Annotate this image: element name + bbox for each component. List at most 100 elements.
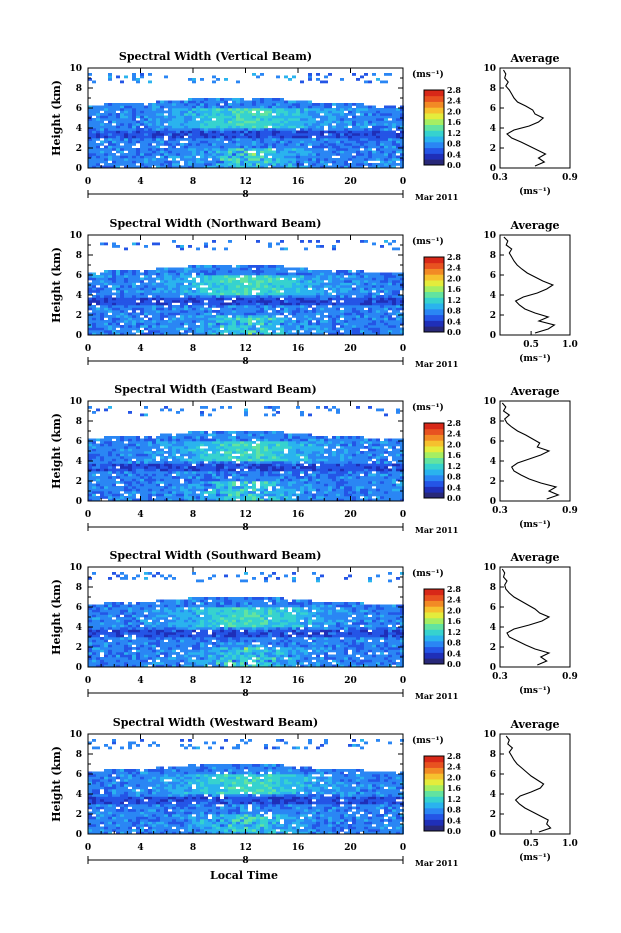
colorbar-segment [424,107,444,113]
avg-x-tick-label: 0.9 [562,506,578,516]
colorbar-segment [424,297,444,303]
colorbar-segment [424,326,444,332]
x-tick-label: 8 [190,510,196,520]
x-tick-label: 4 [137,344,143,354]
x-tick-label: 8 [190,843,196,853]
x-tick-label: 20 [344,843,357,853]
x-tick-label: 20 [344,676,357,686]
x-tick-label: 12 [239,843,252,853]
avg-x-tick-label: 0.3 [492,672,508,682]
y-tick-label: 8 [76,417,82,427]
avg-y-tick-label: 4 [490,790,496,800]
colorbar-segment [424,612,444,618]
avg-y-tick-label: 6 [490,271,496,281]
avg-y-tick-label: 8 [490,84,496,94]
colorbar-unit: (ms⁻¹) [412,568,444,579]
heatmap-cells [88,406,404,501]
colorbar-segment [424,802,444,808]
y-tick-label: 10 [69,231,82,241]
colorbar-segment [424,606,444,612]
avg-y-tick-label: 10 [483,563,496,573]
y-tick-label: 8 [76,750,82,760]
colorbar-tick-label: 2.4 [447,96,461,106]
y-tick-label: 0 [76,331,82,341]
colorbar-tick-label: 1.6 [447,117,461,127]
colorbar-segment [424,153,444,159]
y-tick-label: 10 [69,397,82,407]
colorbar-segment [424,90,444,96]
avg-x-tick-label: 0.9 [562,173,578,183]
colorbar-segment [424,257,444,263]
colorbar-segment [424,130,444,136]
avg-y-tick-label: 6 [490,770,496,780]
colorbar-segment [424,595,444,601]
colorbar-segment [424,756,444,762]
panel-title: Spectral Width (Northward Beam) [110,217,322,230]
panel-3: Spectral Width (Eastward Beam)0246810Hei… [50,383,578,535]
avg-y-tick-label: 6 [490,603,496,613]
avg-y-tick-label: 4 [490,291,496,301]
y-axis-label: Height (km) [50,80,63,156]
colorbar-segment [424,652,444,658]
colorbar-segment [424,125,444,131]
colorbar-tick-label: 0.8 [447,306,461,316]
x-tick-label: 12 [239,676,252,686]
x-tick-label: 20 [344,344,357,354]
colorbar-segment [424,96,444,102]
x-tick-label: 16 [292,843,305,853]
colorbar-tick-label: 1.6 [447,783,461,793]
colorbar-tick-label: 1.2 [447,128,461,138]
avg-y-tick-label: 2 [490,643,496,653]
colorbar-segment [424,469,444,475]
x-tick-label: 0 [400,510,406,520]
panel-title: Spectral Width (Vertical Beam) [119,50,312,63]
colorbar-segment [424,320,444,326]
colorbar-segment [424,486,444,492]
heatmap-cells [88,73,404,168]
colorbar-tick-label: 1.2 [447,794,461,804]
average-profile-line [502,569,549,665]
y-tick-label: 0 [76,830,82,840]
avg-y-tick-label: 0 [490,830,496,840]
y-tick-label: 2 [76,810,82,820]
colorbar-segment [424,463,444,469]
colorbar-tick-label: 2.8 [447,418,461,428]
y-tick-label: 10 [69,563,82,573]
colorbar-segment [424,280,444,286]
y-tick-label: 2 [76,144,82,154]
day-marker: 8 [242,689,248,699]
colorbar-tick-label: 2.4 [447,263,461,273]
average-profile-line [502,403,558,499]
colorbar-tick-label: 2.4 [447,762,461,772]
y-tick-label: 0 [76,663,82,673]
date-label: Mar 2011 [415,359,458,369]
avg-y-tick-label: 10 [483,231,496,241]
colorbar-segment [424,159,444,165]
panel-4: Spectral Width (Southward Beam)0246810He… [50,549,578,701]
colorbar-tick-label: 1.2 [447,627,461,637]
colorbar-tick-label: 2.0 [447,273,461,283]
y-tick-label: 6 [76,271,82,281]
colorbar-tick-label: 2.4 [447,595,461,605]
panel-2: Spectral Width (Northward Beam)0246810He… [50,217,578,369]
x-tick-label: 0 [85,177,91,187]
colorbar-tick-label: 2.4 [447,429,461,439]
avg-y-tick-label: 2 [490,144,496,154]
colorbar-tick-label: 0.4 [447,316,461,326]
y-tick-label: 8 [76,251,82,261]
x-tick-label: 0 [85,843,91,853]
heatmap-cells [88,240,404,335]
colorbar-unit: (ms⁻¹) [412,735,444,746]
heatmap-cells [88,739,404,834]
y-axis-label: Height (km) [50,413,63,489]
avg-y-tick-label: 8 [490,750,496,760]
y-tick-label: 4 [76,291,82,301]
y-tick-label: 4 [76,790,82,800]
average-unit: (ms⁻¹) [519,685,551,696]
y-tick-label: 2 [76,477,82,487]
colorbar-segment [424,641,444,647]
x-tick-label: 8 [190,676,196,686]
x-tick-label: 4 [137,177,143,187]
colorbar-tick-label: 1.6 [447,284,461,294]
